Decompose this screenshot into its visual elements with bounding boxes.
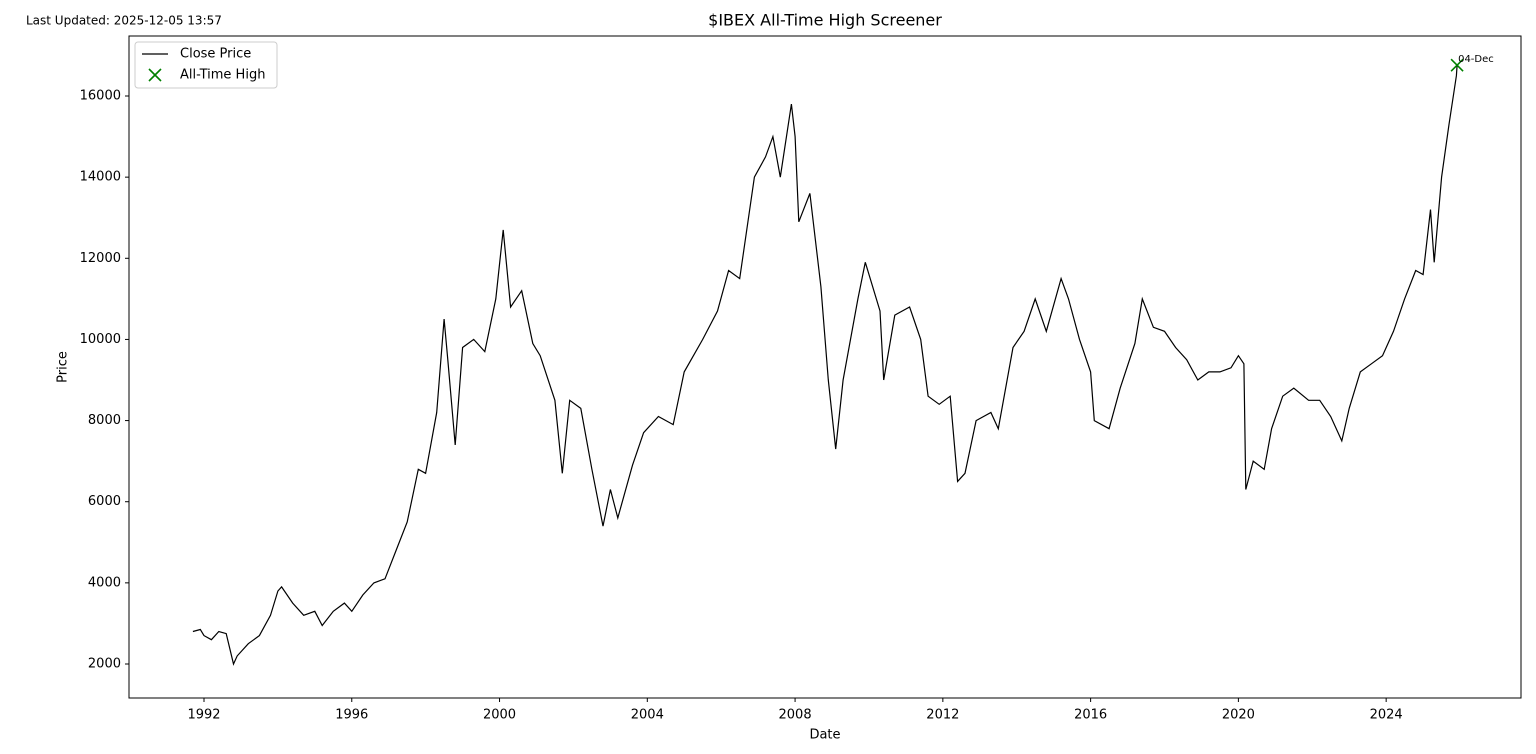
x-tick-label: 1992 — [187, 708, 220, 723]
legend-label: All-Time High — [180, 68, 265, 83]
ath-label: 04-Dec — [1458, 54, 1494, 65]
y-tick-label: 8000 — [88, 413, 121, 428]
y-tick-label: 2000 — [88, 657, 121, 672]
x-tick-label: 2012 — [926, 708, 959, 723]
legend-box — [134, 41, 278, 89]
x-tick-label: 2016 — [1074, 708, 1107, 723]
y-tick-label: 4000 — [88, 575, 121, 590]
x-tick-label: 2024 — [1370, 708, 1403, 723]
x-tick-label: 2000 — [483, 708, 516, 723]
y-tick-label: 12000 — [80, 251, 121, 266]
y-tick-label: 14000 — [80, 170, 121, 185]
x-tick-label: 2020 — [1222, 708, 1255, 723]
y-tick-label: 6000 — [88, 494, 121, 509]
price-line — [192, 65, 1458, 666]
legend-label: Close Price — [180, 47, 251, 62]
y-axis-label: Price — [56, 351, 71, 383]
chart-title: $IBEX All-Time High Screener — [708, 11, 942, 30]
y-tick-label: 10000 — [80, 332, 121, 347]
y-tick-label: 16000 — [80, 89, 121, 104]
x-tick-label: 2008 — [779, 708, 812, 723]
x-tick-label: 2004 — [631, 708, 664, 723]
x-tick-label: 1996 — [335, 708, 368, 723]
last-updated: Last Updated: 2025-12-05 13:57 — [26, 14, 222, 28]
x-axis-label: Date — [809, 728, 840, 743]
plot-frame — [128, 35, 1522, 699]
legend-marker-swatch — [148, 68, 162, 82]
ath-marker — [1450, 58, 1464, 72]
